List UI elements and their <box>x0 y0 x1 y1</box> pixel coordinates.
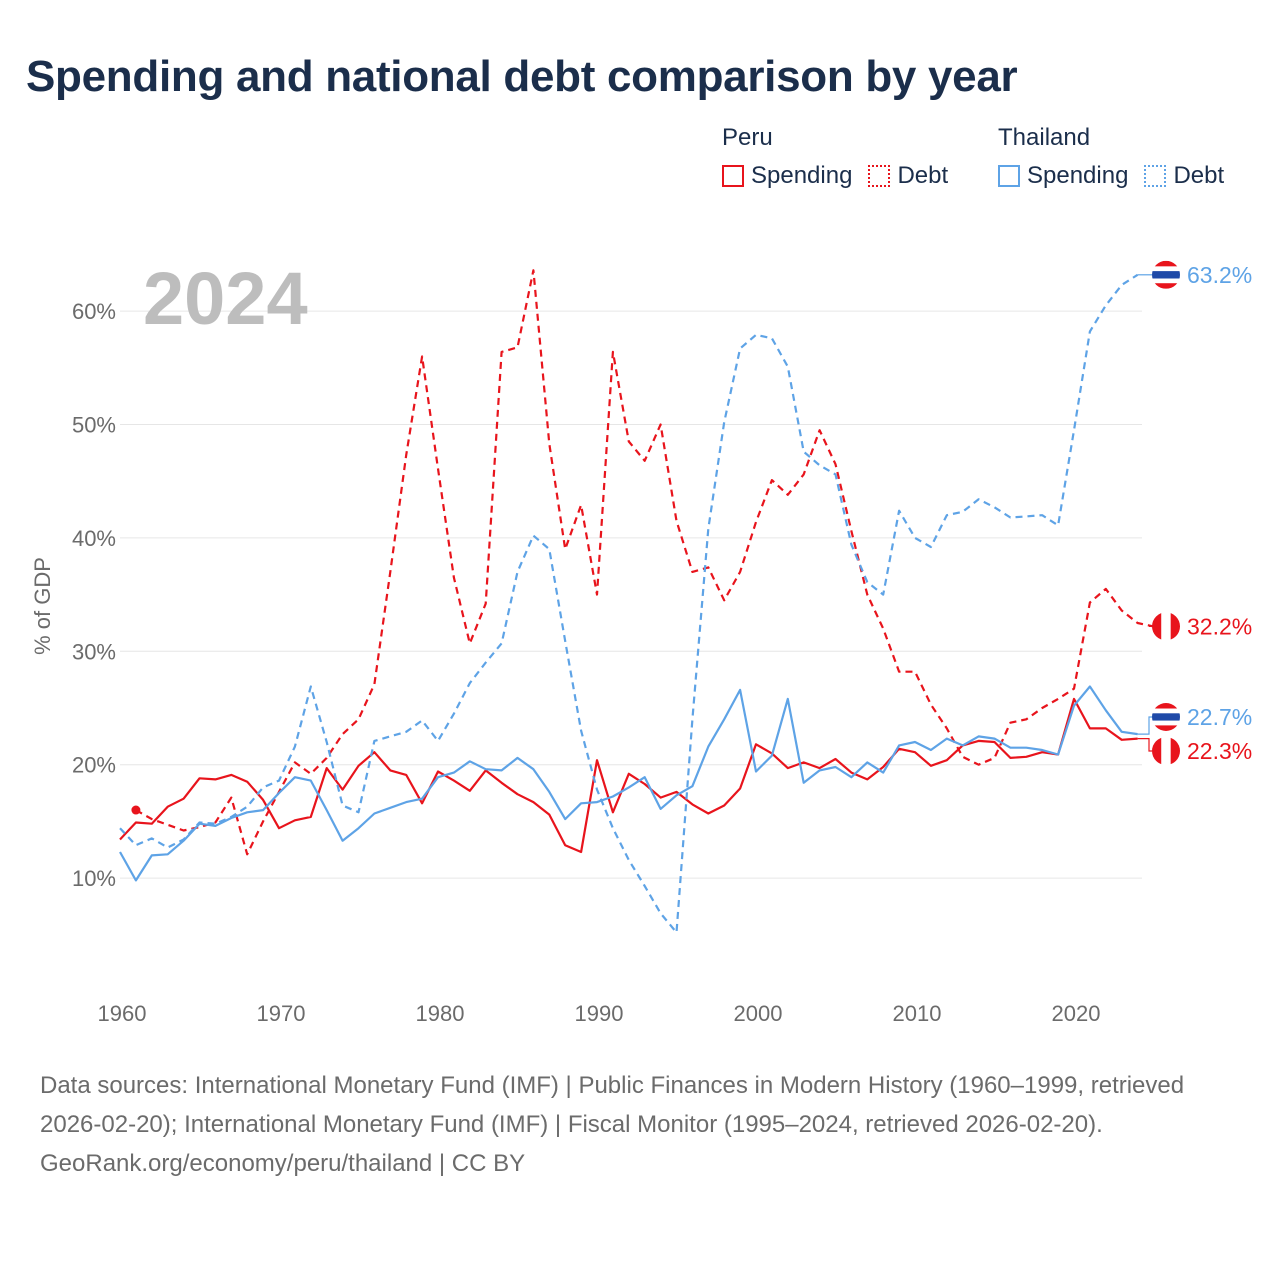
end-label-connector <box>1137 716 1152 735</box>
dotted-line-swatch-icon <box>868 165 891 187</box>
flag-stripe <box>1152 725 1180 731</box>
legend-peru-debt-label: Debt <box>897 162 949 189</box>
end-value-label: 32.2% <box>1187 613 1252 639</box>
end-value-label: 63.2% <box>1187 262 1252 288</box>
thailand-spending-line <box>119 685 1138 882</box>
legend-thailand-title: Thailand <box>998 124 1091 151</box>
x-tick-label: 2010 <box>893 1001 942 1026</box>
x-tick-label: 2000 <box>734 1001 783 1026</box>
x-tick-label: 1970 <box>257 1001 306 1026</box>
y-tick-label: 20% <box>72 753 116 778</box>
end-value-label: 22.7% <box>1187 704 1252 730</box>
chart-title: Spending and national debt comparison by… <box>26 52 1018 101</box>
y-tick-label: 10% <box>72 866 116 891</box>
legend-thailand-debt-label: Debt <box>1173 162 1225 189</box>
flag-stripe <box>1161 612 1171 641</box>
flag-stripe <box>1152 278 1180 284</box>
legend-peru-spending[interactable]: Spending <box>722 162 852 190</box>
year-watermark: 2024 <box>143 257 308 340</box>
legend-peru-debt[interactable]: Debt <box>868 162 948 190</box>
legend-thailand: Thailand Spending Debt <box>998 124 1240 190</box>
flag-stripe <box>1170 737 1180 765</box>
peru-flag-icon <box>1152 737 1180 765</box>
flag-stripe <box>1152 612 1162 641</box>
peru-debt-line <box>135 269 1154 856</box>
legend-thailand-spending-label: Spending <box>1027 162 1129 189</box>
y-tick-label: 50% <box>72 413 116 438</box>
line-chart: 10% 20% 30% 40% 50% 60% 1960 1970 1980 1990 2000 20… <box>30 257 1252 1026</box>
flag-stripe <box>1152 271 1180 279</box>
x-tick-label: 1960 <box>98 1001 147 1026</box>
y-tick-label: 30% <box>72 639 116 664</box>
y-tick-label: 40% <box>72 526 116 551</box>
legend-peru: Peru Spending Debt <box>722 124 964 190</box>
flag-stripe <box>1152 283 1180 289</box>
flag-stripe <box>1161 737 1171 765</box>
y-tick-label: 60% <box>72 299 116 324</box>
peru-flag-icon <box>1152 612 1180 641</box>
peru-spending-line <box>119 697 1138 854</box>
thailand-flag-icon <box>1152 703 1180 731</box>
flag-stripe <box>1152 737 1162 765</box>
legend-thailand-debt[interactable]: Debt <box>1144 162 1224 190</box>
flag-stripe <box>1152 708 1180 714</box>
data-sources-text: Data sources: International Monetary Fun… <box>40 1072 1185 1138</box>
x-tick-label: 1980 <box>416 1001 465 1026</box>
dotted-line-swatch-icon <box>1144 165 1167 187</box>
end-value-label: 22.3% <box>1187 738 1252 764</box>
flag-stripe <box>1152 260 1180 267</box>
flag-stripe <box>1152 266 1180 272</box>
x-tick-label: 1990 <box>575 1001 624 1026</box>
flag-stripe <box>1152 720 1180 726</box>
attribution-link[interactable]: GeoRank.org/economy/peru/thailand | CC B… <box>40 1150 526 1177</box>
end-label-connector <box>1137 738 1152 752</box>
legend-thailand-spending[interactable]: Spending <box>998 162 1128 190</box>
flag-stripe <box>1152 713 1180 721</box>
solid-line-swatch-icon <box>722 165 744 187</box>
thailand-debt-line <box>119 273 1139 934</box>
flag-stripe <box>1170 612 1180 641</box>
solid-line-swatch-icon <box>998 165 1020 187</box>
source-notes: Data sources: International Monetary Fun… <box>40 1066 1240 1183</box>
legend-peru-title: Peru <box>722 124 773 151</box>
flag-stripe <box>1152 703 1180 709</box>
y-axis-label: % of GDP <box>30 557 55 655</box>
x-tick-label: 2020 <box>1052 1001 1101 1026</box>
legend-peru-spending-label: Spending <box>751 162 853 189</box>
peru-debt-start-dot <box>131 805 141 815</box>
thailand-flag-icon <box>1152 260 1180 289</box>
